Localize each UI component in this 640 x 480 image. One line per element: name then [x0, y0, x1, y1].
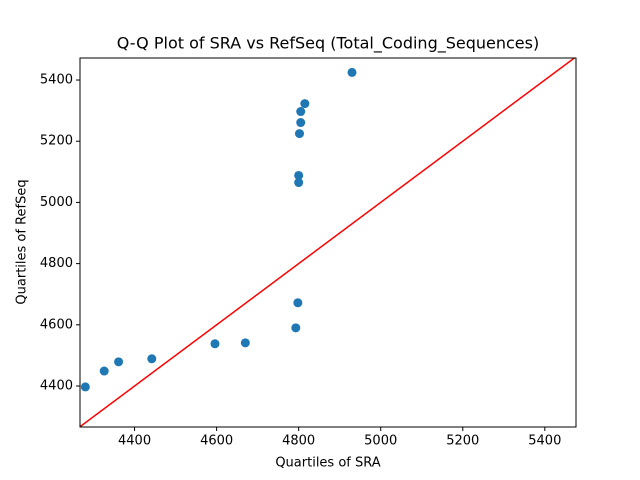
y-tick-label: 5200 [40, 134, 73, 149]
point [114, 357, 124, 367]
point [210, 339, 220, 349]
point [296, 118, 306, 128]
plot-frame [79, 57, 577, 428]
point [99, 366, 109, 376]
point [294, 170, 304, 180]
y-tick-label: 4800 [40, 256, 73, 271]
y-tick-label: 5400 [40, 73, 73, 88]
point [347, 67, 357, 77]
x-tick-label: 5000 [364, 434, 397, 449]
point [294, 129, 304, 139]
point [80, 382, 90, 392]
x-tick-label: 4600 [200, 434, 233, 449]
x-tick-label: 5200 [446, 434, 479, 449]
x-axis-label: Quartiles of SRA [275, 456, 380, 471]
chart-title: Q-Q Plot of SRA vs RefSeq (Total_Coding_… [117, 34, 539, 54]
y-tick-label: 4600 [40, 317, 73, 332]
point [240, 338, 250, 348]
x-tick-label: 4400 [118, 434, 151, 449]
point [300, 99, 310, 109]
x-tick-label: 4800 [282, 434, 315, 449]
point [294, 178, 304, 188]
point [291, 323, 301, 333]
reference-line [80, 58, 576, 427]
point [147, 354, 157, 364]
point [296, 107, 306, 117]
point [293, 298, 303, 308]
y-axis-label: Quartiles of RefSeq [15, 179, 30, 304]
y-tick-label: 5000 [40, 195, 73, 210]
x-tick-label: 5400 [528, 434, 561, 449]
y-tick-label: 4400 [40, 379, 73, 394]
